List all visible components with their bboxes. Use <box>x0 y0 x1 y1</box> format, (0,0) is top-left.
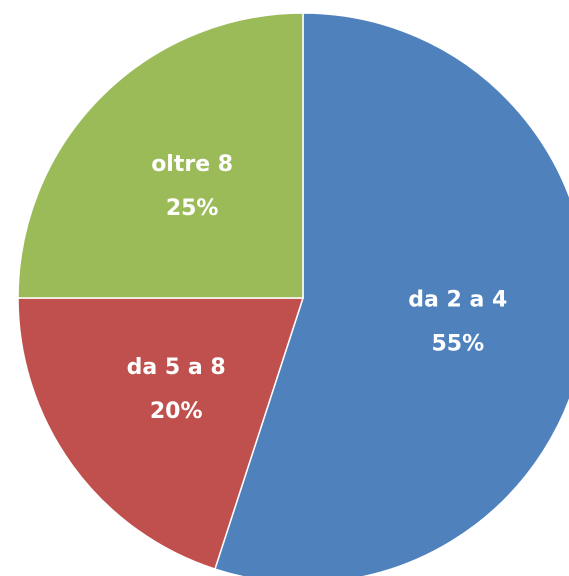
pie-slice <box>17 12 304 299</box>
slice-category-label: da 5 a 8 <box>127 355 226 380</box>
pie-slice <box>17 297 305 570</box>
slice-category-label: oltre 8 <box>151 152 233 177</box>
slice-value-label: 25% <box>166 196 219 221</box>
slice-category-label: da 2 a 4 <box>408 288 507 313</box>
slice-value-label: 20% <box>150 399 203 424</box>
slice-value-label: 55% <box>431 332 484 357</box>
